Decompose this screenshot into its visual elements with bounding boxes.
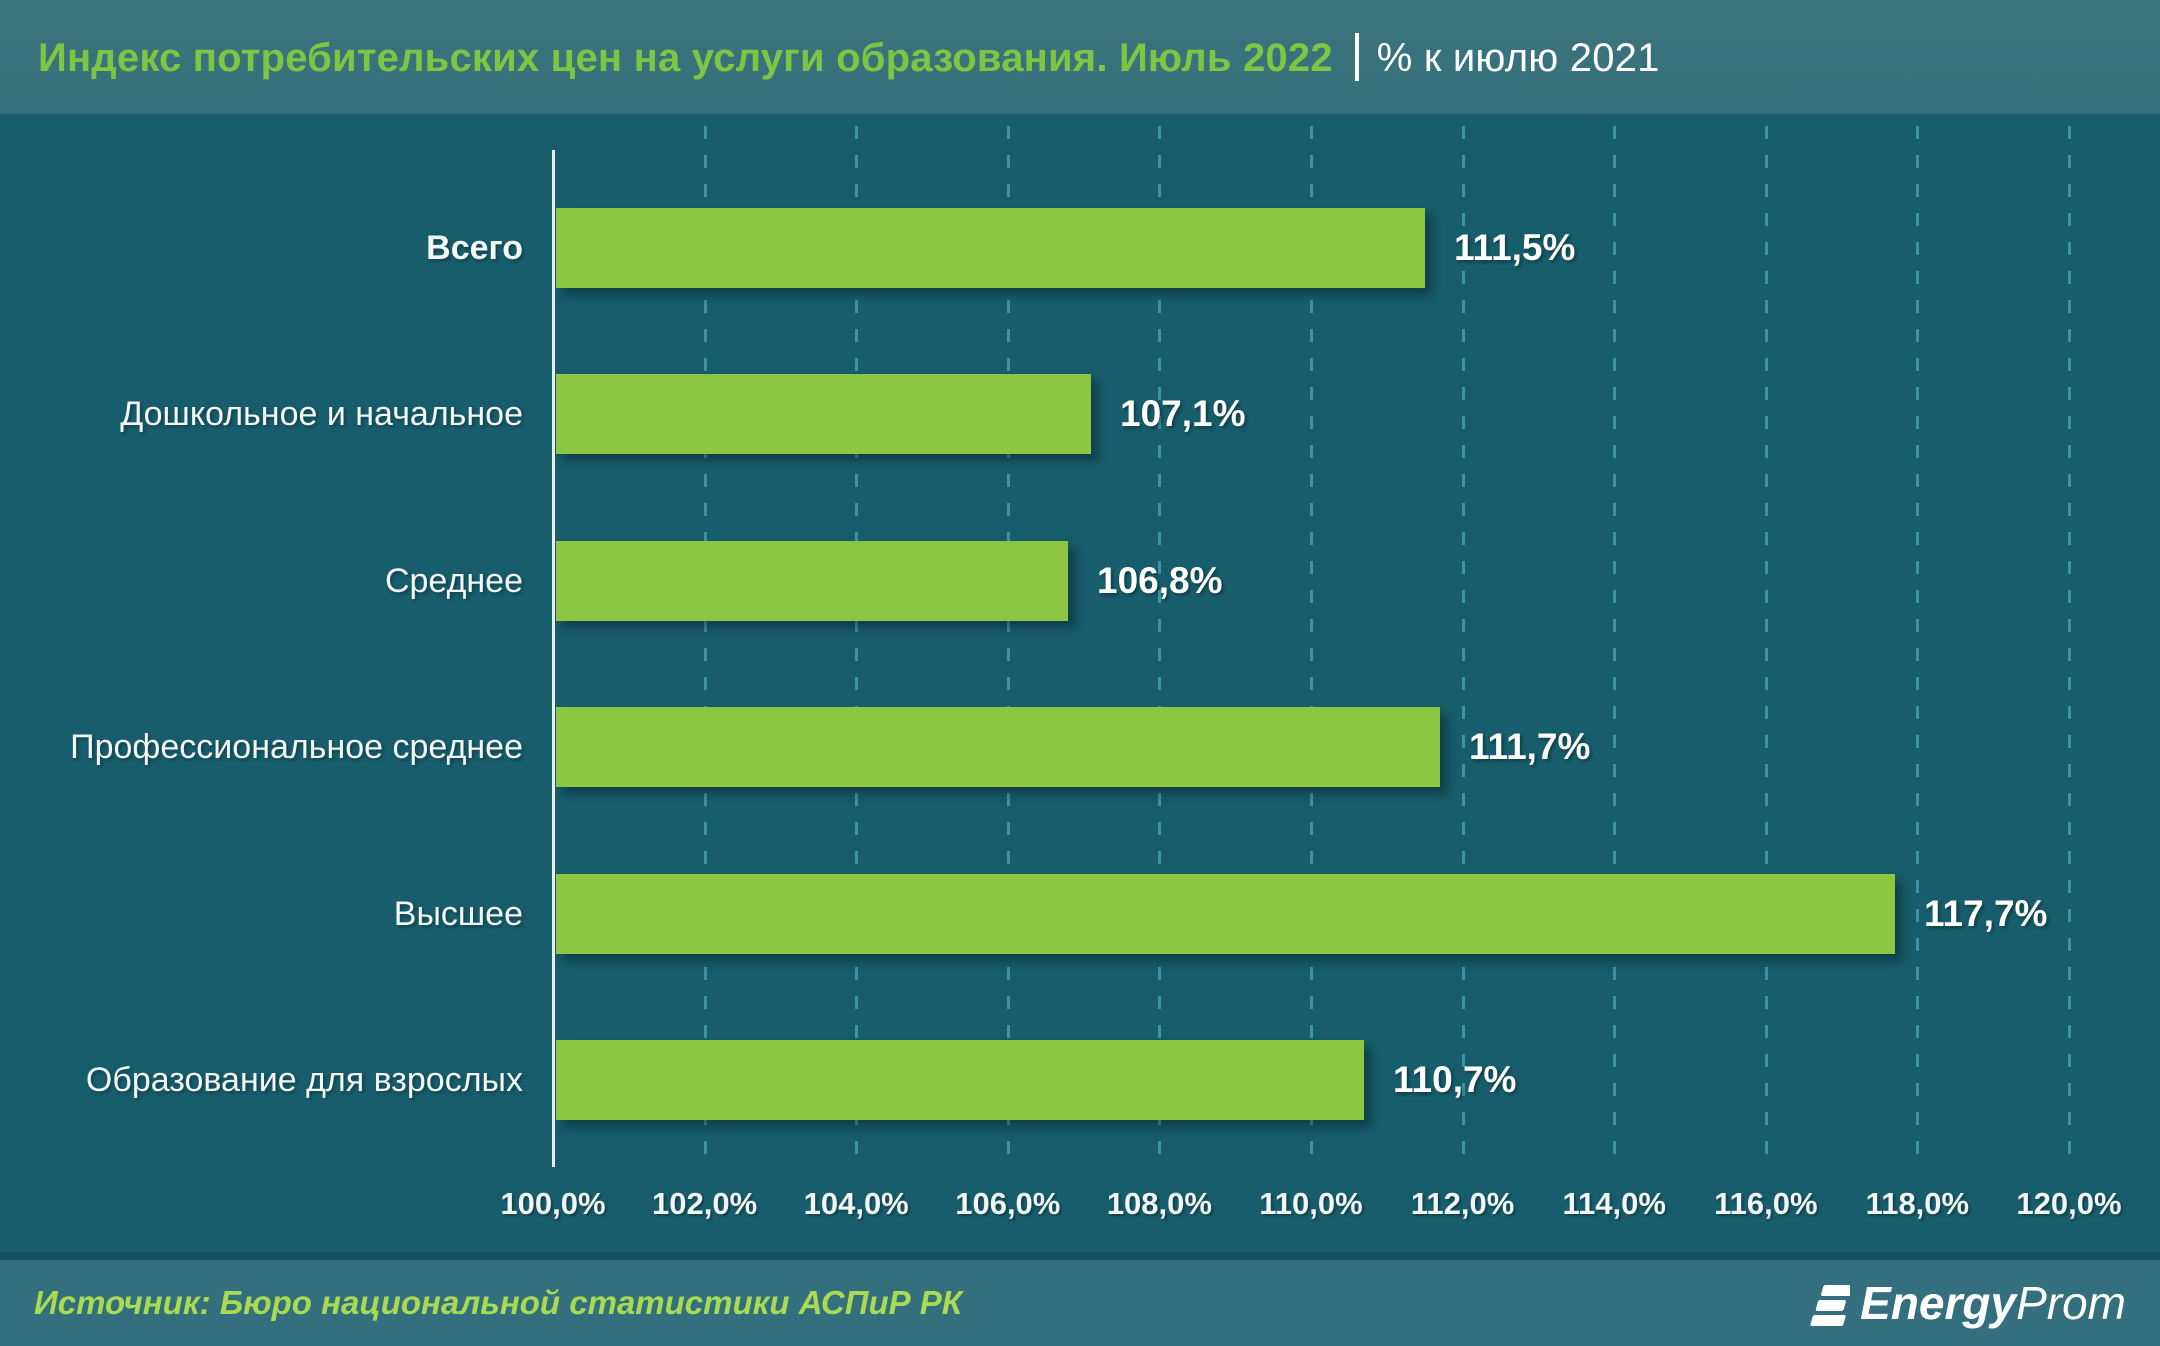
category-label: Дошкольное и начальное <box>120 395 523 433</box>
x-axis-label: 120,0% <box>2016 1186 2122 1221</box>
category-label: Профессиональное среднее <box>70 728 523 766</box>
header: Индекс потребительских цен на услуги обр… <box>0 0 2160 114</box>
page-title-main: Индекс потребительских цен на услуги обр… <box>38 36 1333 80</box>
energyprom-stripes-icon <box>1810 1285 1851 1326</box>
logo-text-energy: Energy <box>1860 1277 2017 1329</box>
gridline <box>1916 126 1920 1167</box>
x-axis-label: 100,0% <box>500 1186 606 1221</box>
bar <box>556 374 1091 454</box>
bar-value-label: 107,1% <box>1120 393 1246 434</box>
gridline <box>1764 126 1768 1167</box>
x-axis-label: 110,0% <box>1259 1186 1363 1221</box>
footer-divider <box>0 1252 2160 1260</box>
page-title: Индекс потребительских цен на услуги обр… <box>38 33 1660 81</box>
footer: Источник: Бюро национальной статистики А… <box>0 1260 2160 1346</box>
bar-value-label: 117,7% <box>1924 893 2048 934</box>
x-axis-label: 118,0% <box>1865 1186 1970 1221</box>
x-axis-label: 106,0% <box>955 1186 1061 1221</box>
y-axis-line <box>552 150 555 1167</box>
x-axis-label: 112,0% <box>1410 1186 1515 1221</box>
gridline <box>1461 126 1465 1167</box>
title-separator-bar <box>1354 33 1359 81</box>
bar <box>556 874 1895 954</box>
x-axis-label: 114,0% <box>1562 1186 1666 1221</box>
bar <box>556 707 1440 787</box>
x-axis-label: 104,0% <box>803 1186 909 1221</box>
logo-text: EnergyProm <box>1860 1276 2126 1330</box>
category-label: Образование для взрослых <box>85 1061 523 1099</box>
gridline <box>2068 126 2071 1167</box>
bar <box>556 541 1068 621</box>
energyprom-logo: EnergyProm <box>1794 1275 2126 1331</box>
bar-value-label: 106,8% <box>1097 560 1223 601</box>
page-title-sub: % к июлю 2021 <box>1376 36 1660 80</box>
logo-text-prom: Prom <box>2016 1277 2126 1329</box>
x-axis-label: 108,0% <box>1106 1186 1212 1221</box>
gridline <box>1310 126 1313 1167</box>
bar-value-label: 111,5% <box>1454 227 1576 268</box>
bar <box>556 208 1425 288</box>
gridline <box>855 126 859 1167</box>
bar-value-label: 110,7% <box>1393 1059 1517 1100</box>
x-axis-label: 102,0% <box>652 1186 758 1221</box>
gridline <box>1158 126 1162 1167</box>
bar-value-label: 111,7% <box>1469 726 1591 767</box>
category-label: Всего <box>426 229 523 267</box>
gridline <box>1613 126 1617 1167</box>
x-axis-label: 116,0% <box>1714 1186 1818 1221</box>
category-label: Высшее <box>393 895 523 933</box>
category-label: Среднее <box>384 562 523 600</box>
source-text: Источник: Бюро национальной статистики А… <box>34 1284 963 1321</box>
gridline <box>1006 126 1010 1167</box>
gridline <box>703 126 707 1167</box>
bar <box>556 1040 1364 1120</box>
